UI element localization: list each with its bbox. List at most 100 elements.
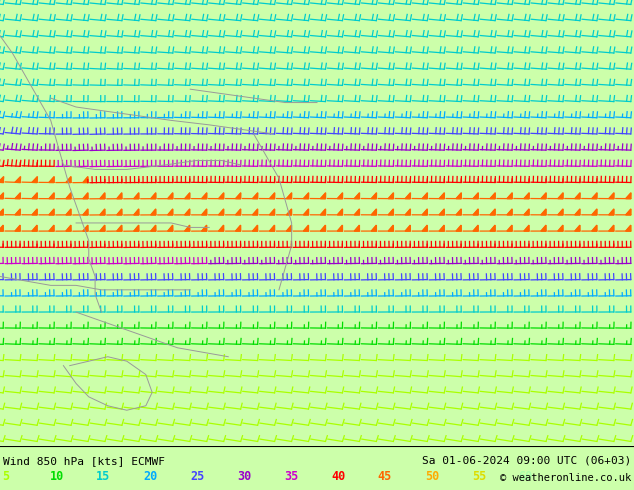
Polygon shape	[32, 176, 37, 182]
Polygon shape	[541, 225, 546, 231]
Polygon shape	[168, 193, 173, 198]
Polygon shape	[337, 225, 342, 231]
Polygon shape	[388, 209, 393, 215]
Polygon shape	[490, 209, 495, 215]
Text: 25: 25	[190, 470, 204, 483]
Polygon shape	[507, 209, 512, 215]
Polygon shape	[269, 209, 275, 215]
Polygon shape	[219, 209, 224, 215]
Polygon shape	[15, 176, 20, 182]
Polygon shape	[439, 193, 444, 198]
Polygon shape	[320, 209, 325, 215]
Polygon shape	[304, 193, 309, 198]
Polygon shape	[151, 225, 156, 231]
Polygon shape	[252, 209, 257, 215]
Polygon shape	[49, 209, 54, 215]
Polygon shape	[304, 209, 309, 215]
Polygon shape	[269, 225, 275, 231]
Polygon shape	[219, 225, 224, 231]
Polygon shape	[456, 209, 462, 215]
Polygon shape	[15, 193, 20, 198]
Polygon shape	[626, 209, 631, 215]
Polygon shape	[0, 193, 4, 198]
Text: 40: 40	[331, 470, 345, 483]
Polygon shape	[134, 225, 139, 231]
Polygon shape	[32, 209, 37, 215]
Text: 60: 60	[519, 470, 533, 483]
Polygon shape	[117, 193, 122, 199]
Polygon shape	[202, 193, 207, 198]
Polygon shape	[558, 225, 563, 231]
Polygon shape	[320, 193, 326, 198]
Polygon shape	[83, 225, 88, 231]
Text: 35: 35	[284, 470, 298, 483]
Polygon shape	[626, 193, 631, 198]
Polygon shape	[354, 225, 359, 231]
Polygon shape	[202, 225, 207, 231]
Polygon shape	[354, 209, 359, 215]
Polygon shape	[304, 225, 309, 231]
Polygon shape	[439, 209, 444, 215]
Polygon shape	[117, 209, 122, 215]
Polygon shape	[372, 209, 377, 215]
Polygon shape	[49, 225, 54, 231]
Polygon shape	[151, 193, 156, 198]
Text: 55: 55	[472, 470, 486, 483]
Text: 5: 5	[3, 470, 10, 483]
Polygon shape	[168, 225, 173, 231]
Polygon shape	[524, 193, 529, 198]
Polygon shape	[592, 209, 597, 215]
Polygon shape	[405, 193, 410, 198]
Polygon shape	[66, 176, 71, 182]
Polygon shape	[609, 193, 614, 198]
Polygon shape	[473, 209, 478, 215]
Polygon shape	[541, 209, 546, 215]
Polygon shape	[287, 209, 292, 215]
Polygon shape	[372, 193, 377, 198]
Polygon shape	[422, 193, 427, 198]
Polygon shape	[269, 193, 275, 198]
Polygon shape	[100, 193, 105, 199]
Polygon shape	[388, 193, 394, 198]
Polygon shape	[202, 209, 207, 215]
Polygon shape	[490, 193, 495, 198]
Polygon shape	[558, 193, 563, 198]
Polygon shape	[15, 209, 20, 215]
Polygon shape	[422, 209, 427, 215]
Polygon shape	[558, 209, 563, 215]
Polygon shape	[168, 209, 173, 215]
Polygon shape	[609, 209, 614, 215]
Polygon shape	[252, 193, 258, 198]
Polygon shape	[490, 225, 495, 231]
Polygon shape	[236, 193, 241, 198]
Polygon shape	[372, 225, 377, 231]
Text: 20: 20	[143, 470, 157, 483]
Polygon shape	[49, 193, 54, 198]
Polygon shape	[32, 193, 37, 198]
Polygon shape	[592, 225, 597, 231]
Text: 30: 30	[237, 470, 251, 483]
Polygon shape	[575, 209, 580, 215]
Text: Wind 850 hPa [kts] ECMWF: Wind 850 hPa [kts] ECMWF	[3, 456, 165, 466]
Text: 50: 50	[425, 470, 439, 483]
Polygon shape	[456, 193, 462, 198]
Polygon shape	[592, 193, 597, 198]
Polygon shape	[184, 193, 190, 198]
Polygon shape	[134, 209, 139, 215]
Text: 45: 45	[378, 470, 392, 483]
Polygon shape	[541, 193, 546, 198]
Polygon shape	[388, 225, 393, 231]
Polygon shape	[83, 176, 88, 183]
Polygon shape	[575, 225, 580, 231]
Polygon shape	[66, 209, 71, 215]
Text: © weatheronline.co.uk: © weatheronline.co.uk	[500, 473, 631, 483]
Polygon shape	[609, 225, 614, 231]
Polygon shape	[287, 193, 292, 198]
Polygon shape	[0, 225, 3, 231]
Polygon shape	[524, 225, 529, 231]
Polygon shape	[66, 225, 71, 231]
Polygon shape	[0, 176, 4, 182]
Polygon shape	[151, 209, 156, 215]
Polygon shape	[507, 225, 512, 231]
Polygon shape	[473, 193, 478, 198]
